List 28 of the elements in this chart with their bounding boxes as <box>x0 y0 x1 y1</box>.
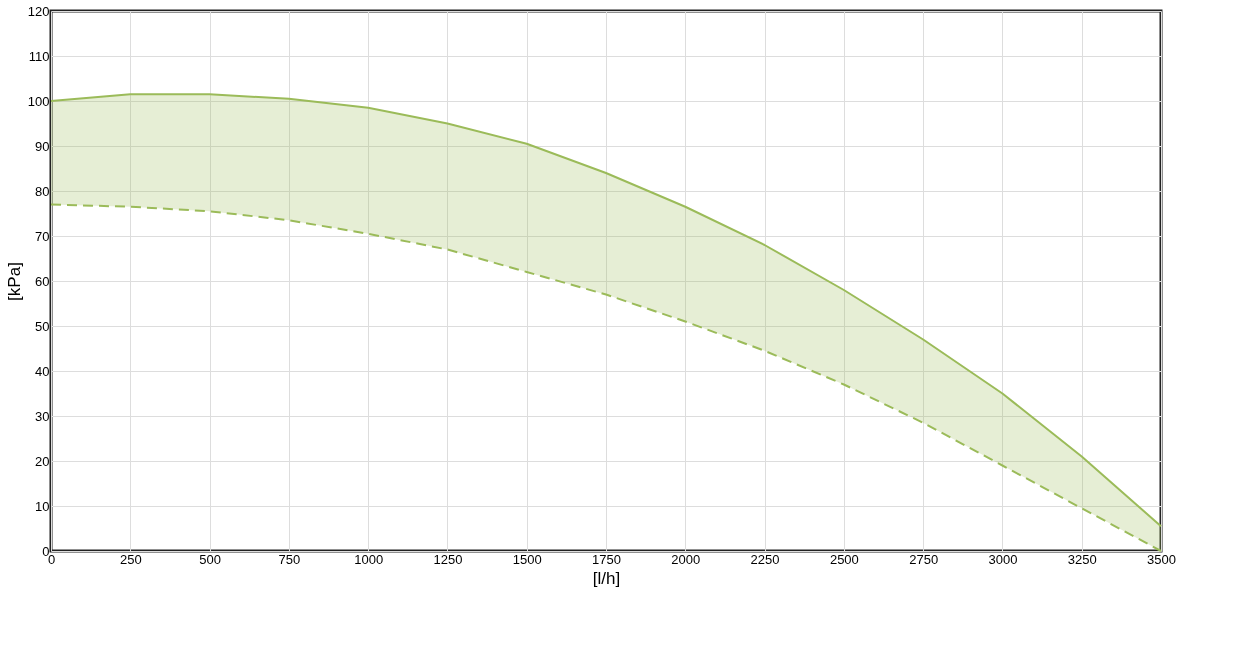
x-tick-label: 1500 <box>512 551 542 567</box>
x-tick-label: 500 <box>199 551 221 567</box>
y-axis-title: [kPa] <box>4 262 24 301</box>
y-tick-label: 60 <box>35 273 50 289</box>
x-tick-label: 1750 <box>592 551 621 567</box>
x-tick-label: 2250 <box>750 551 780 567</box>
y-tick-label: 70 <box>35 228 50 244</box>
y-tick-label: 80 <box>35 183 50 199</box>
x-tick-label: 3000 <box>988 551 1018 567</box>
y-tick-label: 40 <box>35 363 50 379</box>
x-tick-label: 250 <box>119 551 142 567</box>
x-tick-label: 2000 <box>671 551 701 567</box>
y-tick-label: 100 <box>27 93 50 109</box>
x-axis-title: [l/h] <box>592 568 621 588</box>
y-tick-label: 90 <box>35 138 50 154</box>
y-tick-label: 20 <box>35 453 50 469</box>
y-tick-label: 10 <box>35 498 50 514</box>
y-tick-label: 50 <box>35 318 50 334</box>
x-tick-label: 3500 <box>1147 551 1176 567</box>
x-tick-label: 2750 <box>909 551 939 567</box>
y-tick-label: 30 <box>35 408 50 424</box>
y-tick-label: 110 <box>28 48 50 64</box>
y-tick-label: 120 <box>27 3 50 19</box>
x-tick-label: 1250 <box>433 551 463 567</box>
x-tick-label: 2500 <box>829 551 859 567</box>
x-tick-label: 3250 <box>1067 551 1097 567</box>
x-tick-label: 1000 <box>354 551 384 567</box>
x-tick-label: 750 <box>278 551 301 567</box>
